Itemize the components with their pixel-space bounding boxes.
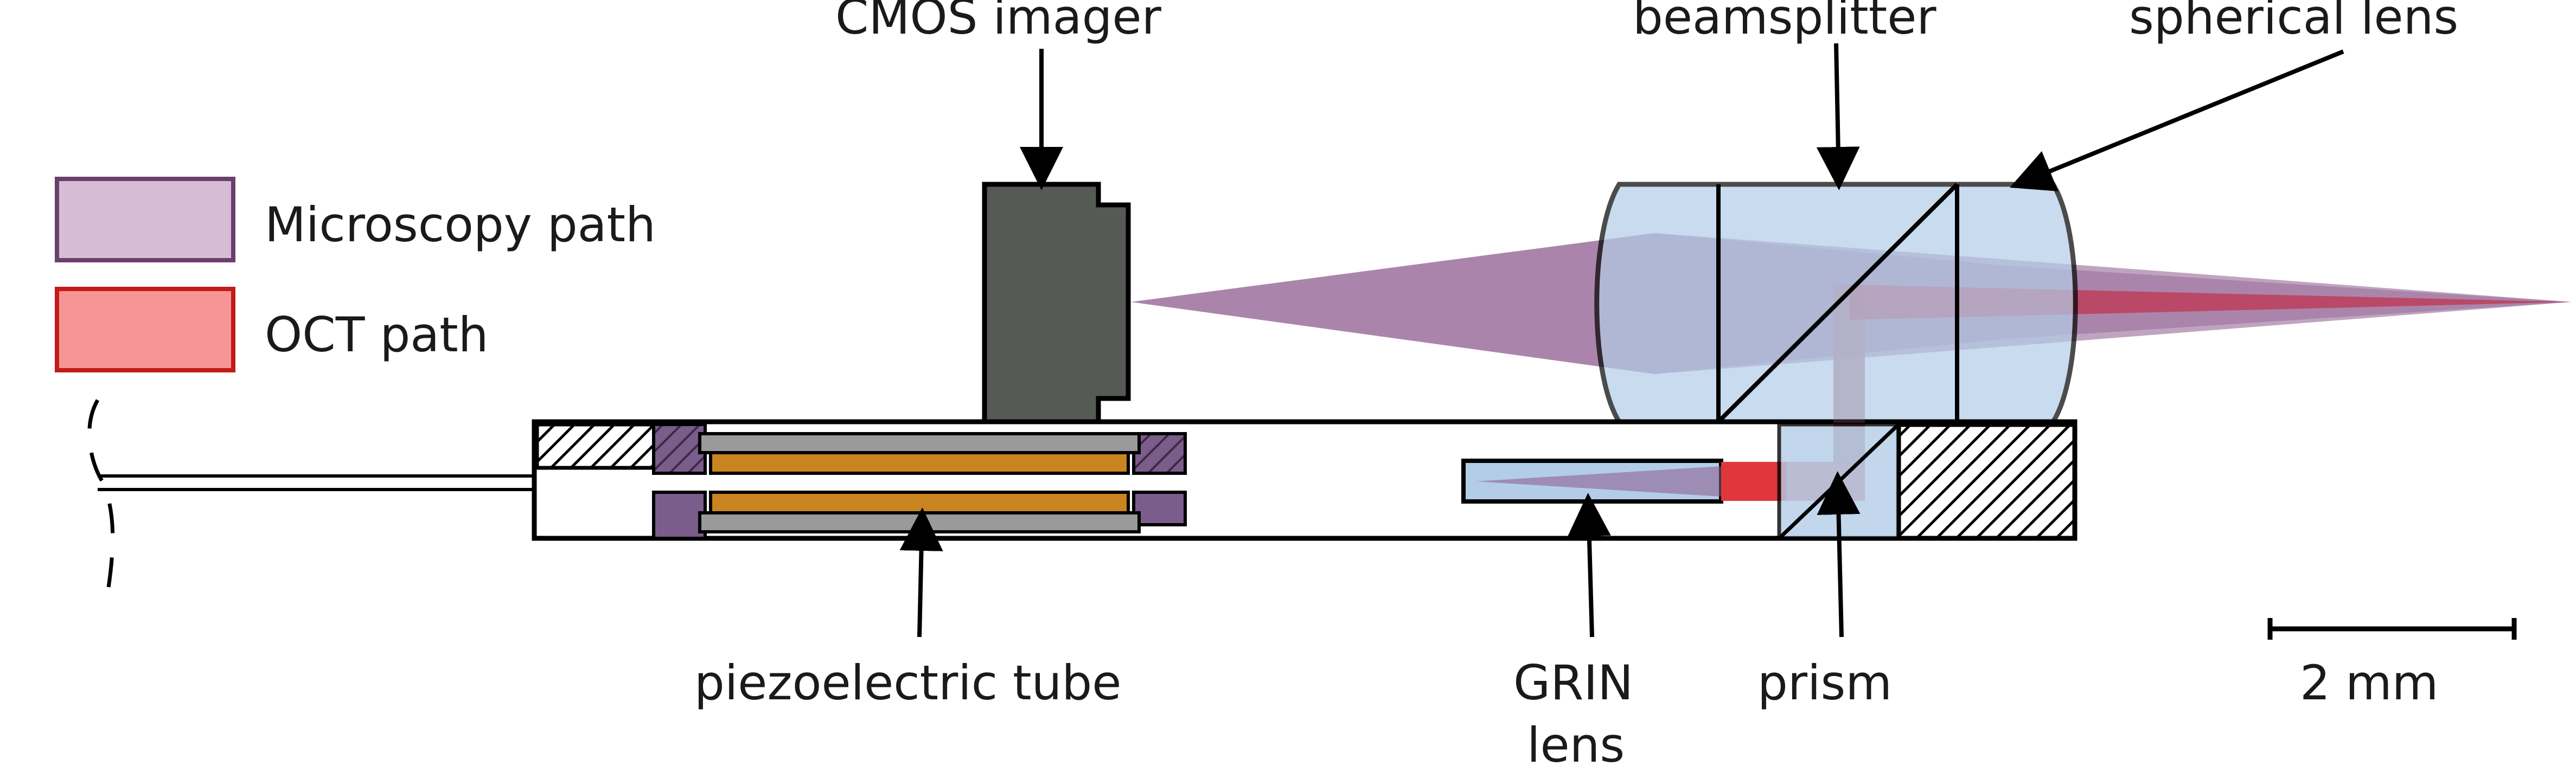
distal-block-hatched: [1896, 422, 2078, 541]
piezo-mount-left-bottom: [652, 491, 707, 540]
fiber-break-mark: [87, 399, 115, 605]
scale-bar-label: 2 mm: [2300, 655, 2438, 711]
label-piezoelectric-tube: piezoelectric tube: [694, 655, 1121, 711]
piezo-mount-right-bottom: [1132, 491, 1187, 526]
label-cmos-imager: CMOS imager: [835, 0, 1162, 45]
scale-bar: 2 mm: [2267, 618, 2517, 711]
cmos-imager: [982, 182, 1131, 424]
beamsplitter-assembly: [1594, 182, 2078, 424]
label-prism: prism: [1757, 655, 1892, 711]
annotation-arrows: [899, 43, 2344, 638]
legend: Microscopy path OCT path: [55, 177, 656, 372]
piezo-mount-right-top: [1132, 432, 1187, 475]
legend-label-microscopy: Microscopy path: [265, 197, 656, 253]
label-grin-line2: lens: [1527, 717, 1625, 766]
label-spherical-lens: spherical lens: [2129, 0, 2458, 45]
label-beamsplitter: beamsplitter: [1633, 0, 1936, 45]
legend-label-oct: OCT path: [265, 307, 489, 363]
grin-beam: [1475, 466, 1721, 497]
label-grin-line1: GRIN: [1513, 655, 1633, 711]
piezo-mount-left-top: [652, 423, 707, 475]
proximal-cap-hatched: [535, 422, 659, 470]
legend-swatch-microscopy: [55, 177, 235, 262]
legend-swatch-oct: [55, 287, 235, 372]
